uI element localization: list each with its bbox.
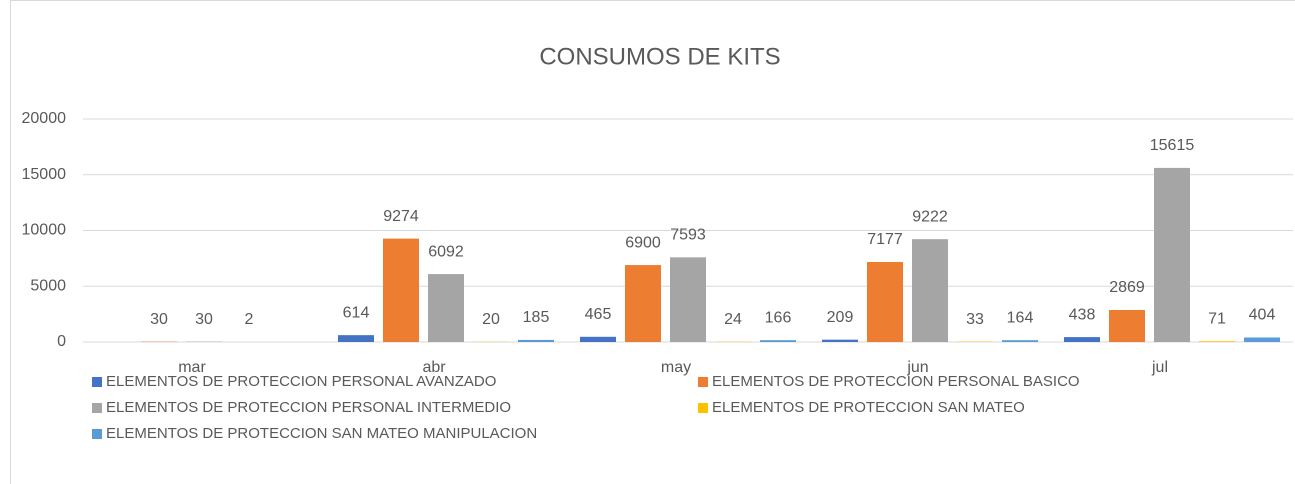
data-label: 30 [150, 311, 168, 328]
legend-label: ELEMENTOS DE PROTECCION PERSONAL BASICO [712, 373, 1080, 390]
data-label: 166 [765, 309, 792, 326]
data-label: 465 [585, 306, 612, 323]
bar [1109, 310, 1145, 342]
data-label: 6900 [625, 234, 661, 251]
data-label: 404 [1249, 307, 1276, 324]
data-label: 71 [1208, 310, 1226, 327]
bar [1154, 167, 1190, 342]
bar [1199, 341, 1235, 342]
bar [822, 339, 858, 342]
data-label: 209 [827, 309, 854, 326]
y-tick-label: 10000 [22, 222, 67, 239]
legend-swatch [698, 377, 708, 387]
data-label: 33 [966, 311, 984, 328]
bar [760, 340, 796, 342]
legend-swatch [92, 403, 102, 413]
data-label: 614 [343, 304, 370, 321]
legend-label: ELEMENTOS DE PROTECCION SAN MATEO MANIPU… [106, 425, 537, 442]
data-label: 24 [724, 311, 742, 328]
data-label: 2869 [1109, 279, 1145, 296]
bar [580, 336, 616, 342]
legend-label: ELEMENTOS DE PROTECCION PERSONAL AVANZAD… [106, 373, 496, 390]
data-label: 7593 [670, 227, 706, 244]
y-tick-label: 5000 [30, 277, 66, 294]
x-tick-label: mar [178, 359, 206, 376]
y-tick-label: 20000 [22, 110, 67, 127]
data-label: 20 [482, 311, 500, 328]
legend-swatch [92, 377, 102, 387]
data-label: 9274 [383, 208, 419, 225]
x-tick-label: abr [422, 359, 446, 376]
legend-swatch [698, 403, 708, 413]
data-label: 15615 [1150, 137, 1195, 154]
legend-label: ELEMENTOS DE PROTECCION PERSONAL INTERME… [106, 399, 511, 416]
legend-swatch [92, 429, 102, 439]
x-tick-label: jun [906, 359, 928, 376]
chart-title: CONSUMOS DE KITS [539, 43, 780, 70]
bar [912, 239, 948, 342]
data-label: 7177 [867, 231, 903, 248]
x-tick-label: may [661, 359, 691, 376]
data-label: 164 [1007, 309, 1034, 326]
bar [383, 238, 419, 342]
data-label: 185 [523, 309, 550, 326]
data-label: 30 [195, 311, 213, 328]
data-label: 2 [245, 311, 254, 328]
y-tick-label: 0 [57, 333, 66, 350]
bar [518, 339, 554, 342]
legend-label: ELEMENTOS DE PROTECCION SAN MATEO [712, 399, 1025, 416]
bar [1002, 340, 1038, 342]
x-tick-label: jul [1151, 359, 1168, 376]
bar [670, 257, 706, 342]
bar [428, 274, 464, 342]
bar [867, 261, 903, 342]
data-label: 6092 [428, 243, 464, 260]
data-label: 438 [1069, 306, 1096, 323]
bar [338, 335, 374, 342]
data-label: 9222 [912, 208, 948, 225]
y-tick-label: 15000 [22, 166, 67, 183]
bar [1244, 337, 1280, 342]
bar [1064, 337, 1100, 342]
bar [625, 265, 661, 342]
chart-border [10, 0, 1295, 484]
